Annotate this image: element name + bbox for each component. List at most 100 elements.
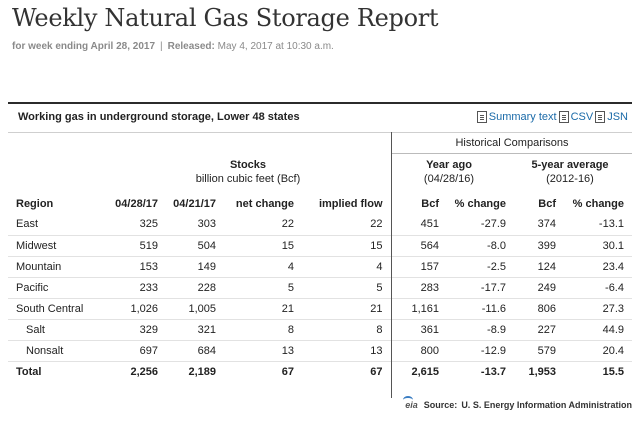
value-cell: -2.5 — [487, 260, 506, 273]
value-cell: 564 — [390, 235, 447, 256]
divider — [392, 153, 632, 154]
region-cell: East — [16, 218, 39, 231]
value-cell: 399 — [537, 239, 556, 252]
region-cell: South Central — [16, 302, 84, 315]
value-cell: 30.1 — [602, 239, 624, 252]
historical-comparisons-title: Historical Comparisons — [455, 137, 569, 149]
column-header: % change — [454, 198, 506, 210]
value-cell: -8.0 — [487, 239, 506, 252]
value-cell: 361 — [390, 319, 447, 340]
page-title: Weekly Natural Gas Storage Report — [12, 4, 439, 32]
value-cell: 15 — [281, 239, 294, 252]
value-cell: 519 — [139, 239, 158, 252]
value-cell: 283 — [390, 277, 447, 298]
value-cell: 249 — [537, 281, 556, 294]
column-header: implied flow — [318, 198, 383, 210]
value-cell: 21 — [370, 302, 383, 315]
value-cell: -11.6 — [481, 302, 506, 315]
csv-link[interactable]: CSV — [558, 111, 593, 123]
value-cell: 227 — [537, 323, 556, 336]
column-header: Bcf — [538, 198, 556, 210]
summary-text-link[interactable]: Summary text — [476, 111, 557, 123]
value-cell: 15.5 — [602, 365, 624, 378]
value-cell: -12.9 — [480, 344, 506, 357]
week-ending-label: for week ending April 28, 2017 — [12, 41, 156, 52]
value-cell: 806 — [537, 302, 556, 315]
report-meta: for week ending April 28, 2017 | Released:… — [12, 41, 334, 52]
column-header: net change — [235, 198, 294, 210]
document-icon — [476, 111, 487, 123]
column-header: Bcf — [390, 194, 447, 214]
json-link[interactable]: JSN — [595, 111, 628, 123]
value-cell: 8 — [287, 323, 294, 336]
value-cell: 149 — [197, 260, 216, 273]
value-cell: 44.9 — [602, 323, 624, 336]
table-caption: Working gas in underground storage, Lowe… — [18, 111, 300, 123]
column-header: Region — [16, 198, 54, 210]
value-cell: 374 — [537, 218, 556, 231]
value-cell: 5 — [287, 281, 294, 294]
table-row: Salt 329 321 8 8 361 -8.9 227 44.9 — [8, 319, 632, 340]
value-cell: 1,161 — [390, 298, 447, 319]
value-cell: 4 — [376, 260, 383, 273]
value-cell: 1,005 — [188, 302, 216, 315]
region-cell: Midwest — [16, 239, 57, 252]
released-label: Released: — [167, 41, 215, 52]
value-cell: 22 — [281, 218, 294, 231]
value-cell: 303 — [197, 218, 216, 231]
download-links: Summary text CSV JSN — [476, 111, 628, 123]
source-value: U. S. Energy Information Administration — [461, 400, 632, 410]
column-header: 04/28/17 — [115, 198, 158, 210]
year-ago-group-header: Year ago (04/28/16) — [423, 159, 475, 185]
value-cell: 22 — [370, 218, 383, 231]
value-cell: 13 — [281, 344, 294, 357]
region-cell: Salt — [26, 323, 45, 336]
value-cell: 2,615 — [390, 361, 447, 382]
region-cell: Nonsalt — [26, 344, 64, 357]
value-cell: 124 — [537, 260, 556, 273]
table-row: South Central 1,026 1,005 21 21 1,161 -11.6 806… — [8, 298, 632, 319]
storage-panel: Working gas in underground storage, Lowe… — [8, 102, 632, 398]
value-cell: 21 — [281, 302, 294, 315]
stocks-group-header: Stocks billion cubic feet (Bcf) — [195, 159, 301, 185]
document-icon — [558, 111, 569, 123]
five-year-group-header: 5-year average (2012-16) — [531, 159, 609, 185]
table-row: Mountain 153 149 4 4 157 -2.5 124 23.4 — [8, 256, 632, 277]
value-cell: -27.9 — [480, 218, 506, 231]
source-label: Source: — [423, 400, 458, 410]
table-header-row: Region 04/28/17 04/21/17 net change impl… — [8, 194, 632, 214]
value-cell: 67 — [281, 365, 294, 378]
value-cell: -13.7 — [480, 365, 506, 378]
value-cell: 579 — [537, 344, 556, 357]
value-cell: 2,256 — [130, 365, 158, 378]
value-cell: 228 — [197, 281, 216, 294]
value-cell: -8.9 — [487, 323, 506, 336]
value-cell: 2,189 — [188, 365, 216, 378]
value-cell: -13.1 — [598, 218, 624, 231]
value-cell: 321 — [197, 323, 216, 336]
value-cell: 8 — [376, 323, 383, 336]
table-row: Midwest 519 504 15 15 564 -8.0 399 30.1 — [8, 235, 632, 256]
value-cell: 23.4 — [602, 260, 624, 273]
value-cell: 325 — [139, 218, 158, 231]
column-header: 04/21/17 — [173, 198, 216, 210]
value-cell: -17.7 — [480, 281, 506, 294]
column-header: % change — [572, 198, 624, 210]
value-cell: 20.4 — [602, 344, 624, 357]
value-cell: 153 — [139, 260, 158, 273]
region-cell: Pacific — [16, 281, 49, 294]
source-footer: eia Source: U. S. Energy Information Adm… — [403, 396, 632, 410]
value-cell: 1,953 — [528, 365, 556, 378]
eia-logo: eia — [403, 396, 418, 410]
table-row: Pacific 233 228 5 5 283 -17.7 249 -6.4 — [8, 277, 632, 298]
divider — [8, 132, 632, 133]
released-value: May 4, 2017 at 10:30 a.m. — [217, 41, 334, 52]
value-cell: 157 — [390, 256, 447, 277]
value-cell: 504 — [197, 239, 216, 252]
table-row: East 325 303 22 22 451 -27.9 374 -13.1 — [8, 214, 632, 235]
table-row: Nonsalt 697 684 13 13 800 -12.9 579 20.4 — [8, 340, 632, 361]
value-cell: 15 — [370, 239, 383, 252]
value-cell: 13 — [370, 344, 383, 357]
value-cell: -6.4 — [605, 281, 624, 294]
value-cell: 4 — [287, 260, 294, 273]
